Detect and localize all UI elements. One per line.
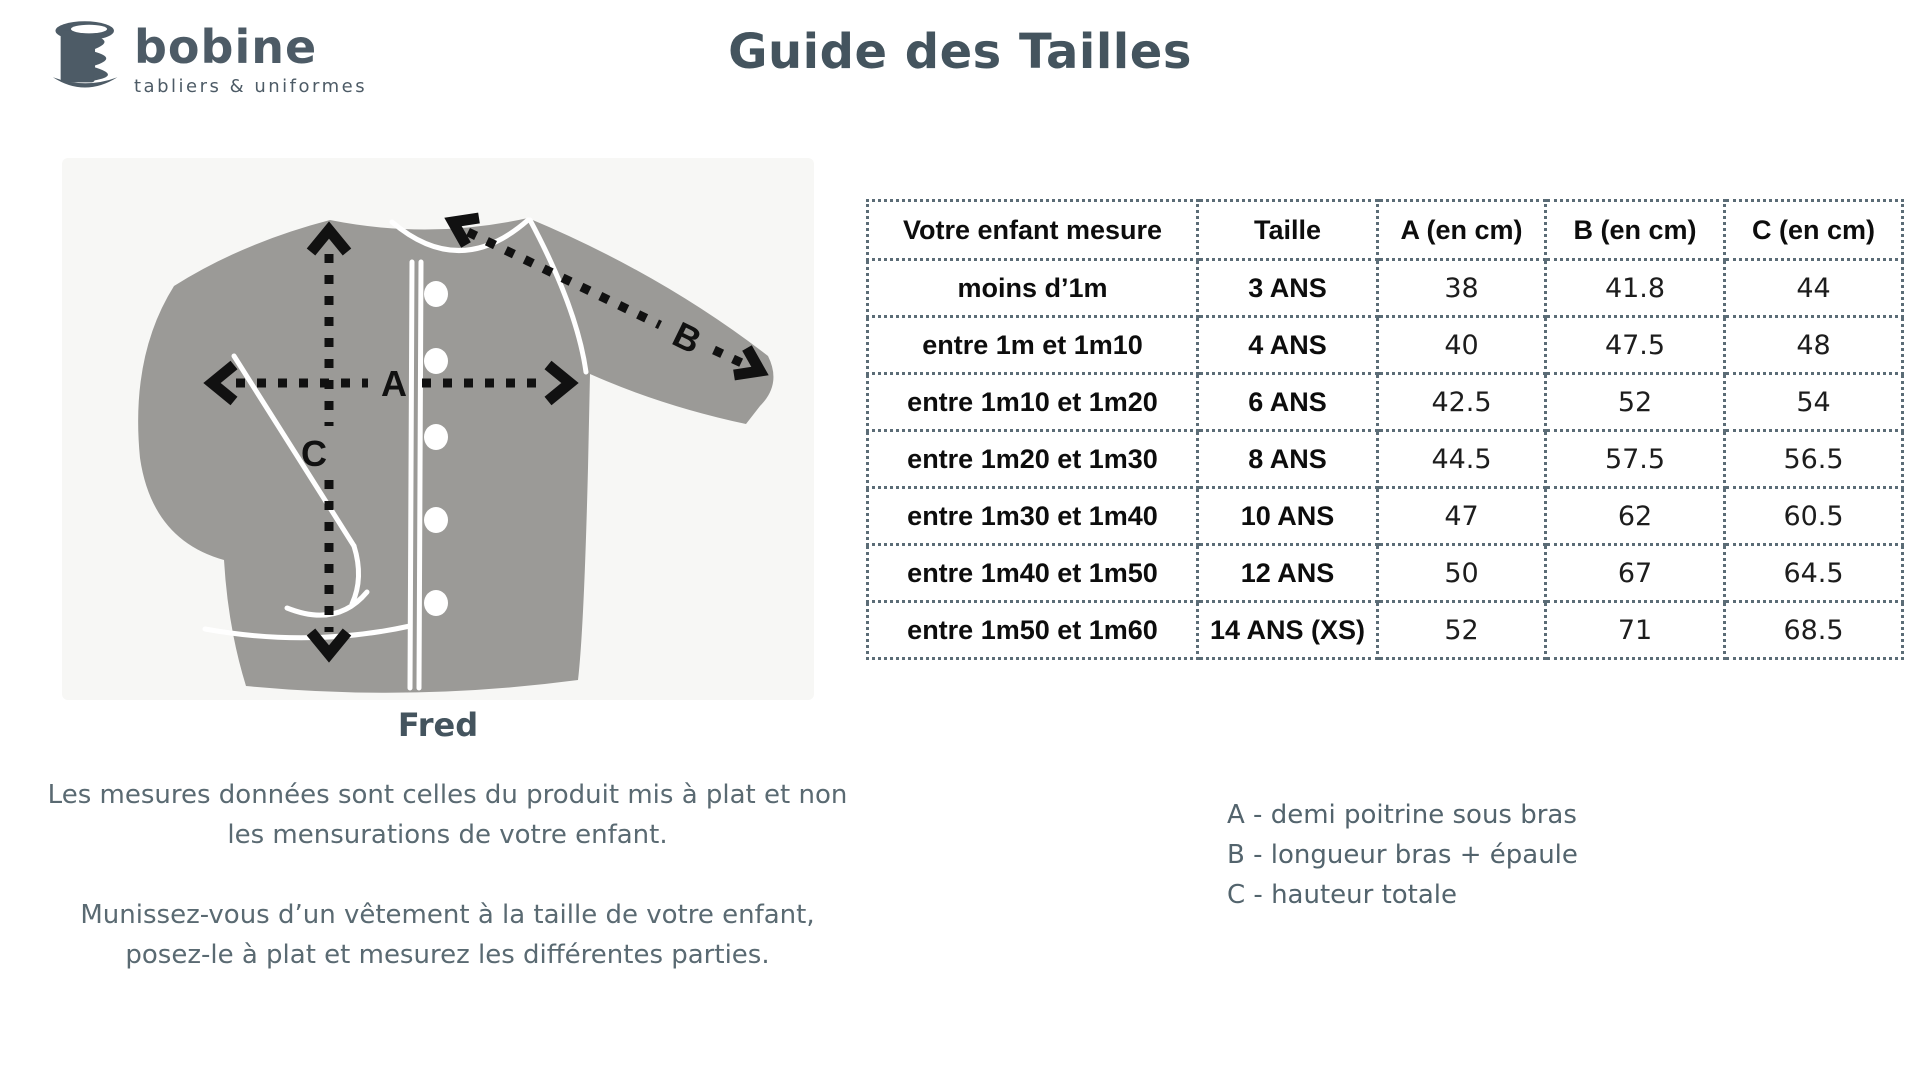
size-table-label-cell: moins d’1m	[866, 258, 1199, 318]
size-table-row: entre 1m10 et 1m20 6 ANS 42.5 52 54	[866, 372, 1904, 432]
size-table-header-cell: Votre enfant mesure	[866, 199, 1199, 261]
size-table-header-cell: Taille	[1196, 199, 1379, 261]
size-table-value-cell: 62	[1544, 486, 1726, 546]
size-table-header-cell: B (en cm)	[1544, 199, 1726, 261]
size-table-header-row: Votre enfant mesure Taille A (en cm) B (en …	[866, 199, 1904, 261]
thread-spool-icon	[52, 21, 118, 88]
size-table-container: Votre enfant mesure Taille A (en cm) B (en …	[866, 199, 1904, 660]
size-table-label-cell: entre 1m10 et 1m20	[866, 372, 1199, 432]
size-table-value-cell: 54	[1723, 372, 1904, 432]
arrow-b-line	[712, 345, 748, 370]
measure-note-howto: Munissez-vous d’un vêtement à la taille …	[80, 900, 815, 970]
size-table-value-cell: 47	[1376, 486, 1547, 546]
size-table-label-cell: entre 1m20 et 1m30	[866, 429, 1199, 489]
size-table-value-cell: 48	[1723, 315, 1904, 375]
measurement-legend: A - demi poitrine sous bras B - longueur…	[1227, 795, 1578, 915]
size-table-value-cell: 41.8	[1544, 258, 1726, 318]
arrow-b-line	[466, 227, 662, 330]
brand-tagline: tabliers & uniformes	[134, 76, 368, 97]
size-table-row: entre 1m40 et 1m50 12 ANS 50 67 64.5	[866, 543, 1904, 603]
size-table-label-cell: 10 ANS	[1196, 486, 1379, 546]
size-table-label-cell: 12 ANS	[1196, 543, 1379, 603]
size-table-body: moins d’1m 3 ANS 38 41.8 44 entre 1m et 1m10 4…	[866, 258, 1904, 660]
size-table-label-cell: entre 1m40 et 1m50	[866, 543, 1199, 603]
legend-item-a: A - demi poitrine sous bras	[1227, 800, 1577, 830]
size-table-label-cell: 6 ANS	[1196, 372, 1379, 432]
jacket-shape	[138, 218, 774, 693]
size-table-value-cell: 42.5	[1376, 372, 1547, 432]
size-table-value-cell: 44	[1723, 258, 1904, 318]
size-table-value-cell: 50	[1376, 543, 1547, 603]
size-table-label-cell: 8 ANS	[1196, 429, 1379, 489]
size-table-value-cell: 40	[1376, 315, 1547, 375]
size-table-row: entre 1m50 et 1m60 14 ANS (XS) 52 71 68.5	[866, 600, 1904, 660]
size-table-head: Votre enfant mesure Taille A (en cm) B (en …	[866, 199, 1904, 261]
garment-measurement-diagram: A B C	[62, 158, 814, 700]
size-table-header-cell: C (en cm)	[1723, 199, 1904, 261]
size-table-label-cell: entre 1m et 1m10	[866, 315, 1199, 375]
measure-note-flat: Les mesures données sont celles du produ…	[47, 780, 848, 850]
size-table-value-cell: 64.5	[1723, 543, 1904, 603]
size-table-value-cell: 60.5	[1723, 486, 1904, 546]
size-table-header-cell: A (en cm)	[1376, 199, 1547, 261]
size-table-label-cell: entre 1m50 et 1m60	[866, 600, 1199, 660]
size-table-value-cell: 44.5	[1376, 429, 1547, 489]
size-table-label-cell: 14 ANS (XS)	[1196, 600, 1379, 660]
size-table-value-cell: 71	[1544, 600, 1726, 660]
arrowheads	[203, 212, 769, 663]
size-table: Votre enfant mesure Taille A (en cm) B (en …	[866, 199, 1904, 660]
product-name: Fred	[397, 706, 479, 744]
brand-wordmark: bobine tabliers & uniformes	[134, 14, 367, 97]
size-table-value-cell: 67	[1544, 543, 1726, 603]
size-table-label-cell: entre 1m30 et 1m40	[866, 486, 1199, 546]
size-table-value-cell: 56.5	[1723, 429, 1904, 489]
measure-label-c: C	[301, 433, 327, 474]
size-table-value-cell: 52	[1376, 600, 1547, 660]
size-table-label-cell: 3 ANS	[1196, 258, 1379, 318]
size-table-value-cell: 38	[1376, 258, 1547, 318]
size-table-label-cell: 4 ANS	[1196, 315, 1379, 375]
size-table-row: entre 1m20 et 1m30 8 ANS 44.5 57.5 56.5	[866, 429, 1904, 489]
legend-item-b: B - longueur bras + épaule	[1227, 840, 1578, 870]
measure-label-a: A	[381, 363, 407, 404]
garment-diagram-svg: A B C	[138, 212, 774, 693]
page-title: Guide des Tailles	[728, 24, 1192, 80]
jacket-buttons	[424, 281, 448, 616]
brand-logo: bobine tabliers & uniformes	[40, 14, 367, 106]
size-table-row: entre 1m et 1m10 4 ANS 40 47.5 48	[866, 315, 1904, 375]
size-table-value-cell: 52	[1544, 372, 1726, 432]
size-table-value-cell: 68.5	[1723, 600, 1904, 660]
legend-item-c: C - hauteur totale	[1227, 880, 1458, 910]
size-table-row: entre 1m30 et 1m40 10 ANS 47 62 60.5	[866, 486, 1904, 546]
brand-name: bobine	[134, 20, 318, 74]
size-table-value-cell: 47.5	[1544, 315, 1726, 375]
size-table-row: moins d’1m 3 ANS 38 41.8 44	[866, 258, 1904, 318]
size-table-value-cell: 57.5	[1544, 429, 1726, 489]
